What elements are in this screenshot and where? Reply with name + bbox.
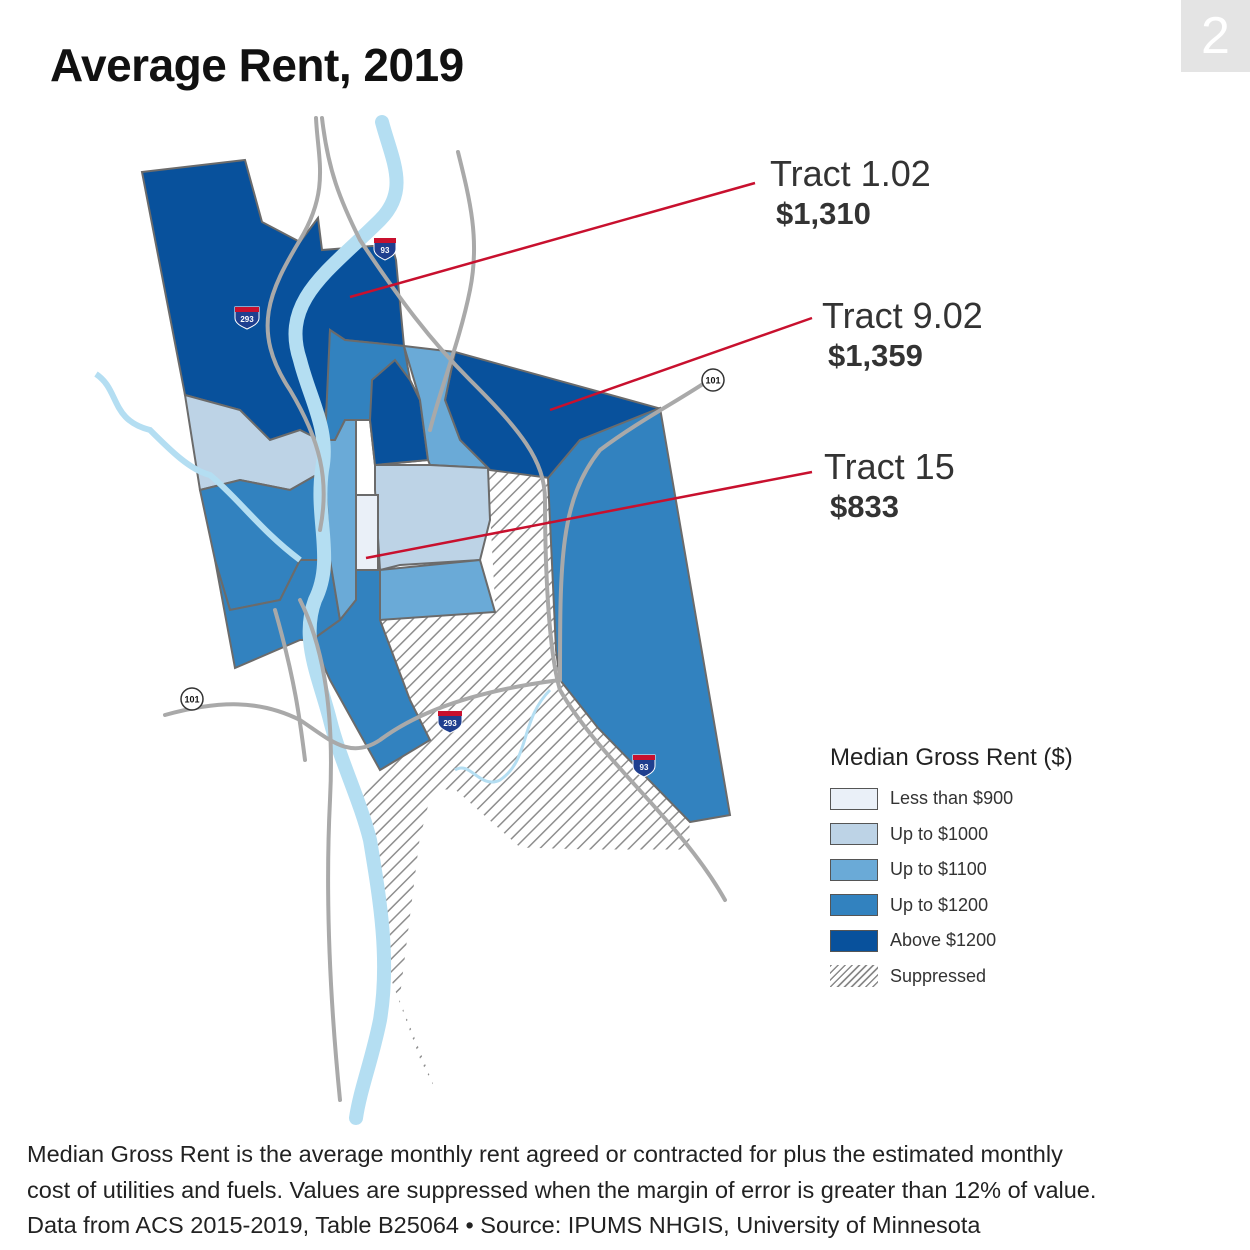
us-route-shield-101-west: 101 (180, 687, 204, 711)
interstate-shield-293-north: 293 (234, 306, 260, 330)
shield-label: 93 (640, 763, 649, 772)
tract-downtown-south (379, 558, 497, 622)
legend-label: Suppressed (890, 965, 987, 986)
callout-line-tract-15 (365, 470, 813, 560)
roads (163, 116, 727, 1102)
callout-tract-name: Tract 15 (824, 446, 955, 487)
tract-downtown-light (374, 464, 492, 572)
legend-label: Up to $1100 (890, 859, 987, 880)
legend-item: Above $1200 (830, 923, 1130, 959)
callout-tract-1-02: Tract 1.02 $1,310 (770, 154, 931, 234)
callout-lines (349, 181, 813, 560)
legend-swatch (830, 858, 878, 881)
map-legend: Median Gross Rent ($) Less than $900 Up … (830, 744, 1130, 994)
callout-tract-value: $1,359 (828, 338, 923, 373)
footnote-line: cost of utilities and fuels. Values are … (27, 1176, 1097, 1203)
legend-label: Less than $900 (890, 788, 1014, 809)
callout-tract-9-02: Tract 9.02 $1,359 (822, 296, 983, 376)
page-number: 2 (1181, 0, 1250, 72)
page-title: Average Rent, 2019 (50, 39, 464, 91)
legend-title: Median Gross Rent ($) (830, 744, 1073, 771)
piscataquog-river (94, 371, 302, 563)
legend-swatch-hatched (830, 965, 878, 988)
shield-label: 101 (705, 376, 720, 386)
legend-item: Up to $1000 (830, 817, 1130, 853)
footnote: Median Gross Rent is the average monthly… (27, 1137, 1232, 1244)
legend-item: Less than $900 (830, 781, 1130, 817)
legend-swatch (830, 929, 878, 952)
shield-label: 293 (443, 719, 457, 728)
callout-tract-value: $833 (830, 489, 899, 524)
callout-tract-name: Tract 1.02 (770, 153, 931, 194)
legend-label: Above $1200 (890, 930, 997, 951)
footnote-line: Median Gross Rent is the average monthly… (27, 1141, 1063, 1167)
legend-label: Up to $1200 (890, 894, 989, 915)
shield-label: 93 (381, 246, 390, 255)
callout-tract-15: Tract 15 $833 (824, 447, 955, 527)
callout-line-tract-9-02 (549, 316, 813, 412)
callout-tract-value: $1,310 (776, 196, 871, 231)
merrimack-river (288, 115, 404, 1125)
us-route-shield-101-east: 101 (701, 368, 725, 392)
interstate-shield-93-north: 93 (373, 237, 397, 261)
interstate-shield-293-south: 293 (437, 710, 463, 734)
callout-tract-name: Tract 9.02 (822, 295, 983, 336)
legend-item: Up to $1200 (830, 888, 1130, 924)
shield-label: 293 (240, 315, 254, 324)
legend-swatch (830, 787, 878, 810)
legend-item: Suppressed (830, 959, 1130, 995)
shield-label: 101 (184, 695, 199, 705)
callout-line-tract-1-02 (349, 181, 756, 299)
legend-swatch (830, 894, 878, 917)
tract-river-south (310, 569, 432, 772)
footnote-line: Data from ACS 2015-2019, Table B25064 • … (27, 1212, 981, 1238)
legend-item: Up to $1100 (830, 852, 1130, 888)
legend-swatch (830, 823, 878, 846)
stream (454, 688, 552, 784)
interstate-shield-93-south: 93 (632, 754, 656, 778)
legend-label: Up to $1000 (890, 823, 989, 844)
